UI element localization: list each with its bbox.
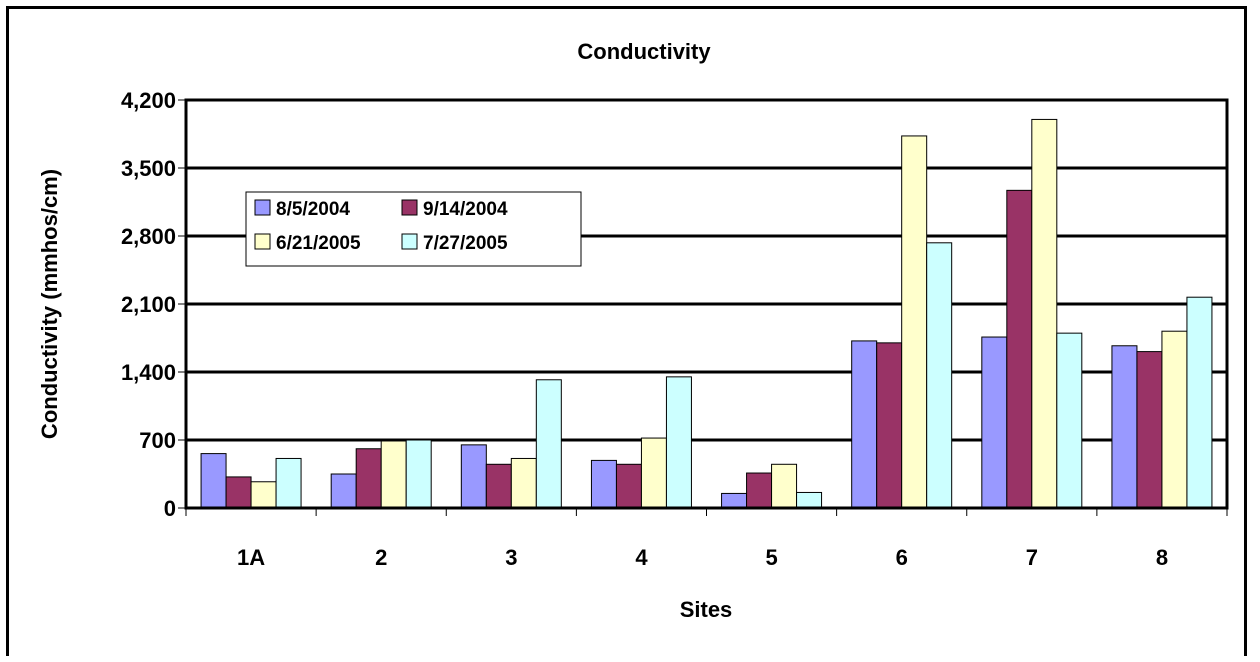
bar-4-7/27/2005 — [665, 376, 692, 509]
legend-swatch — [401, 233, 418, 250]
bar-8-8/5/2004 — [1111, 345, 1138, 509]
bar-6-7/27/2005 — [926, 242, 953, 509]
legend-label: 9/14/2004 — [423, 199, 508, 220]
bar-8-9/14/2004 — [1136, 351, 1163, 509]
bar-1A-8/5/2004 — [200, 453, 227, 509]
x-tick-label: 2 — [375, 545, 387, 570]
bar-5-9/14/2004 — [746, 472, 773, 509]
bar-1A-9/14/2004 — [225, 476, 252, 509]
bar-6-6/21/2005 — [901, 135, 928, 509]
bar-3-6/21/2005 — [510, 457, 537, 509]
bar-7-9/14/2004 — [1006, 189, 1033, 509]
bar-2-7/27/2005 — [405, 439, 432, 509]
bar-5-6/21/2005 — [771, 463, 798, 509]
bar-3-7/27/2005 — [535, 379, 562, 509]
x-tick-label: 7 — [1026, 545, 1038, 570]
bar-4-8/5/2004 — [590, 459, 617, 509]
y-tick-label: 0 — [164, 496, 176, 521]
bar-2-8/5/2004 — [330, 473, 357, 509]
y-tick-label: 700 — [139, 428, 176, 453]
legend-swatch — [401, 199, 418, 216]
bar-8-7/27/2005 — [1186, 296, 1213, 509]
bar-1A-7/27/2005 — [275, 457, 302, 509]
bar-6-8/5/2004 — [851, 340, 878, 509]
bar-8-6/21/2005 — [1161, 330, 1188, 509]
bar-7-6/21/2005 — [1031, 118, 1058, 509]
x-tick-label: 5 — [765, 545, 777, 570]
x-tick-label: 3 — [505, 545, 517, 570]
bar-5-8/5/2004 — [721, 492, 748, 509]
bar-2-9/14/2004 — [355, 448, 382, 509]
chart-title: Conductivity — [577, 39, 711, 64]
legend-label: 6/21/2005 — [276, 233, 361, 254]
legend-label: 7/27/2005 — [423, 233, 508, 254]
x-tick-label: 6 — [896, 545, 908, 570]
legend-swatch — [254, 233, 271, 250]
bar-7-7/27/2005 — [1056, 332, 1083, 509]
legend: 8/5/2004 9/14/2004 6/21/2005 7/27/2005 — [245, 191, 582, 267]
x-tick-label: 4 — [635, 545, 648, 570]
legend-swatch — [254, 199, 271, 216]
bar-7-8/5/2004 — [981, 336, 1008, 509]
legend-label: 8/5/2004 — [276, 199, 350, 220]
y-tick-label: 3,500 — [121, 156, 176, 181]
bar-4-6/21/2005 — [640, 437, 667, 509]
x-tick-label: 8 — [1156, 545, 1168, 570]
y-tick-label: 2,100 — [121, 292, 176, 317]
bar-5-7/27/2005 — [796, 491, 823, 509]
bar-2-6/21/2005 — [380, 440, 407, 509]
bar-4-9/14/2004 — [615, 463, 642, 509]
y-axis-label: Conductivity (mmhos/cm) — [37, 169, 62, 439]
bar-1A-6/21/2005 — [250, 481, 277, 509]
x-tick-label: 1A — [237, 545, 265, 570]
y-tick-label: 2,800 — [121, 224, 176, 249]
bar-3-8/5/2004 — [460, 444, 487, 509]
bar-3-9/14/2004 — [485, 463, 512, 509]
y-tick-label: 4,200 — [121, 88, 176, 113]
bar-6-9/14/2004 — [876, 342, 903, 509]
y-tick-label: 1,400 — [121, 360, 176, 385]
x-axis-label: Sites — [680, 597, 733, 622]
